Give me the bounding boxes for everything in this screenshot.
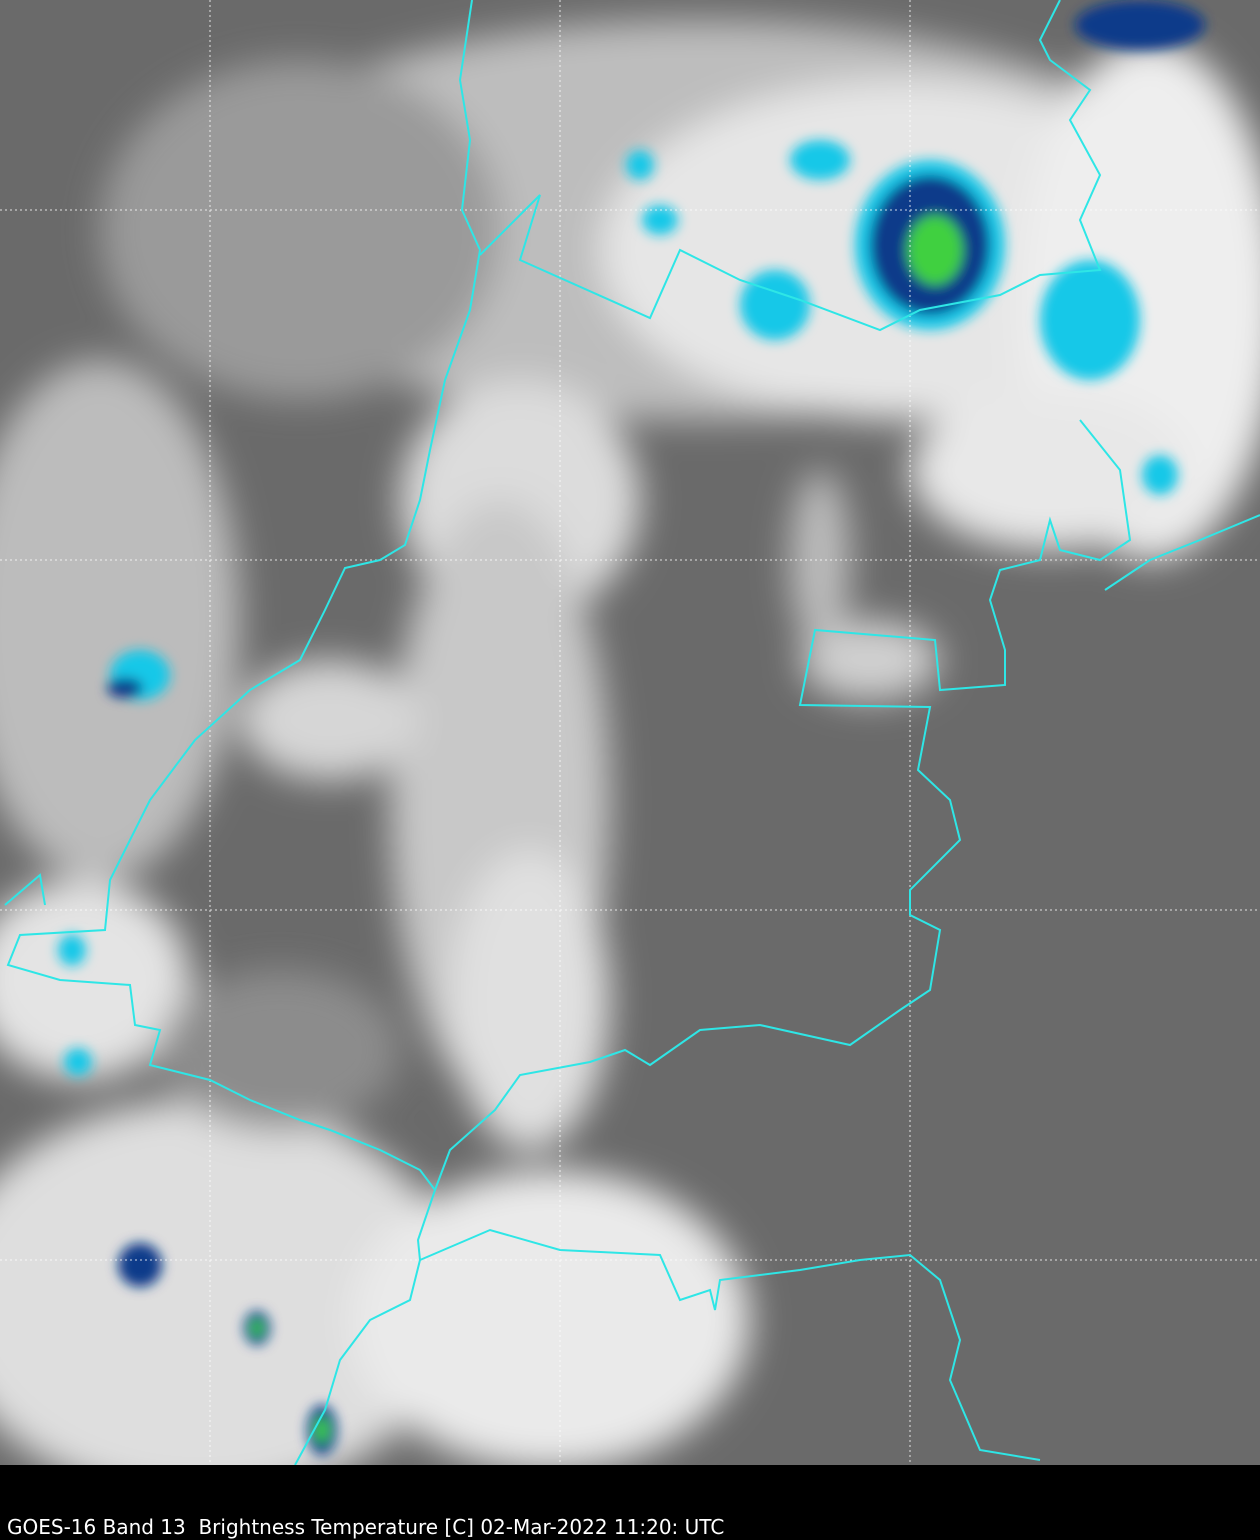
graticule-gridlines [0,0,1260,1465]
political-boundaries [4,0,1260,1465]
image-caption: GOES-16 Band 13 Brightness Temperature [… [7,1515,725,1539]
satellite-infrared-map [0,0,1260,1465]
